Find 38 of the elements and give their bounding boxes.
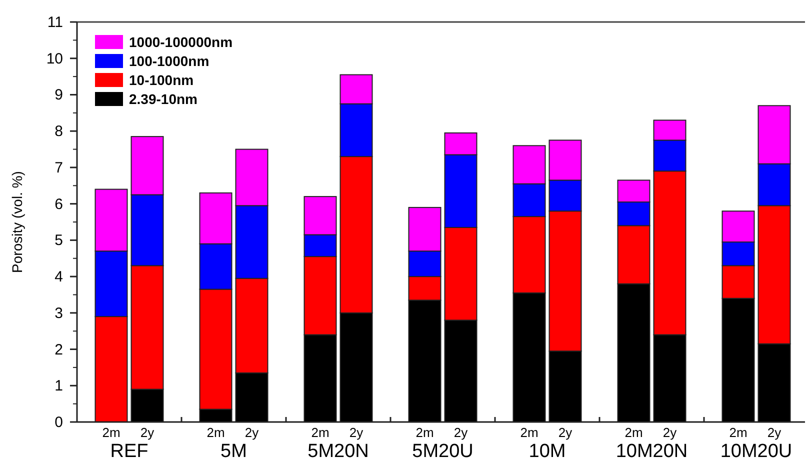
- x-tick-label: 2y: [662, 425, 678, 440]
- text: 10M20U: [720, 441, 792, 462]
- y-tick-label: 0: [54, 414, 63, 431]
- y-tick-label: 9: [54, 86, 63, 104]
- y-tick-label: 4: [54, 268, 63, 286]
- x-tick-label: 2y: [140, 425, 155, 440]
- x-tick-label: 2y: [558, 425, 573, 440]
- text: 5M20U: [412, 441, 474, 462]
- y-axis-title: Porosity (vol. %): [9, 171, 25, 273]
- legend-label: 2.39-10nm: [129, 91, 198, 107]
- text: 5M: [220, 441, 247, 462]
- x-tick-label: 2y: [244, 425, 260, 440]
- y-tick-label: 11: [47, 14, 63, 31]
- x-tick-label: 2y: [349, 425, 364, 440]
- x-tick-label: 2m: [102, 425, 120, 440]
- x-tick-label: 2y: [767, 425, 782, 440]
- x-tick-label: 2m: [729, 425, 748, 440]
- y-tick-label: 3: [54, 304, 63, 322]
- legend-label: 1000-100000nm: [129, 34, 233, 50]
- y-tick-label: 7: [54, 159, 63, 176]
- text: 5M20N: [308, 441, 369, 462]
- y-tick-label: 8: [54, 123, 63, 140]
- x-tick-label: 2m: [624, 425, 643, 440]
- text: 10M: [528, 441, 566, 462]
- x-tick-label: 2m: [311, 425, 330, 440]
- x-tick-label: 2m: [520, 425, 538, 440]
- y-tick-label: 2: [54, 341, 63, 358]
- y-tick-label: 1: [54, 378, 63, 395]
- text: 10M20N: [616, 441, 688, 462]
- legend-label: 10-100nm: [129, 72, 194, 88]
- y-tick-label: 10: [46, 50, 63, 68]
- y-tick-label: 5: [54, 232, 63, 250]
- x-tick-label: 2m: [206, 425, 225, 440]
- text: REF: [110, 441, 148, 462]
- x-tick-label: 2y: [454, 425, 468, 440]
- x-tick-label: 2m: [416, 425, 434, 440]
- legend-label: 100-1000nm: [129, 53, 210, 69]
- y-tick-label: 6: [54, 196, 63, 213]
